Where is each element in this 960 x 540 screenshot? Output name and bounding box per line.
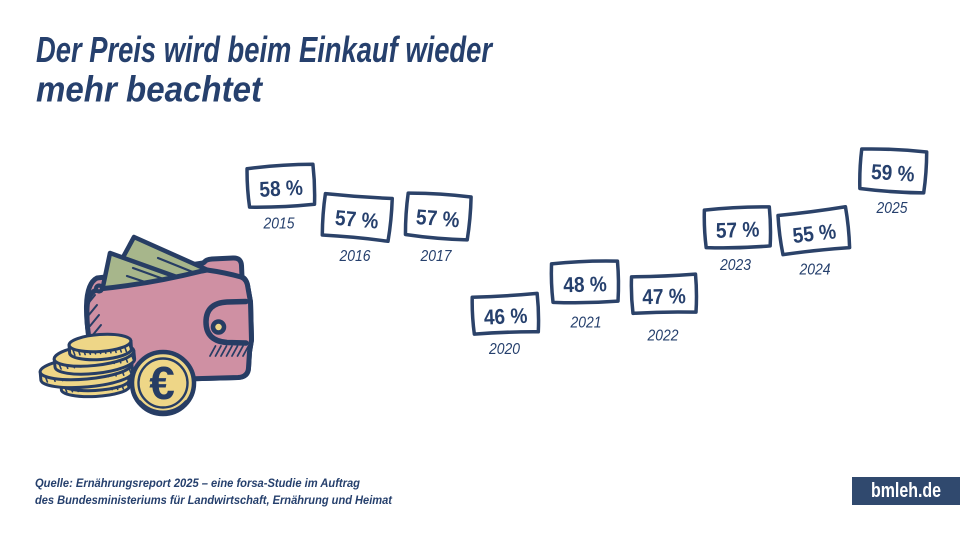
svg-text:57 %: 57 % <box>334 206 379 234</box>
svg-text:2015: 2015 <box>263 216 295 233</box>
svg-text:57 %: 57 % <box>415 205 460 232</box>
svg-text:€: € <box>149 357 175 409</box>
svg-text:Quelle: Ernährungsreport 2025: Quelle: Ernährungsreport 2025 – eine for… <box>35 476 361 490</box>
svg-text:des Bundesministeriums für Lan: des Bundesministeriums für Landwirtschaf… <box>35 493 393 507</box>
svg-text:2022: 2022 <box>647 328 679 345</box>
svg-text:bmleh.de: bmleh.de <box>871 480 941 502</box>
svg-text:2016: 2016 <box>339 248 371 265</box>
svg-text:Der Preis wird beim Einkauf wi: Der Preis wird beim Einkauf wieder <box>36 29 493 70</box>
svg-text:2020: 2020 <box>488 341 520 358</box>
svg-text:2024: 2024 <box>799 262 831 279</box>
svg-text:mehr beachtet: mehr beachtet <box>36 69 264 110</box>
svg-text:55 %: 55 % <box>791 219 837 248</box>
svg-text:48 %: 48 % <box>563 272 607 297</box>
svg-text:59 %: 59 % <box>870 160 915 187</box>
svg-text:46 %: 46 % <box>483 304 528 330</box>
svg-text:58 %: 58 % <box>259 176 304 202</box>
svg-text:47 %: 47 % <box>642 284 686 309</box>
svg-text:2021: 2021 <box>570 315 602 332</box>
svg-text:57 %: 57 % <box>715 217 759 243</box>
svg-text:2017: 2017 <box>420 248 453 265</box>
svg-text:2023: 2023 <box>719 257 751 274</box>
svg-text:2025: 2025 <box>876 200 908 217</box>
